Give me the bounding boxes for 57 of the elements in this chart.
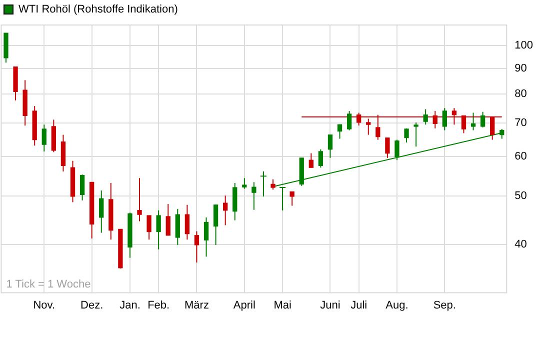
candlestick bbox=[166, 203, 170, 236]
candlestick bbox=[252, 182, 256, 210]
annotation: 1 Tick = 1 Woche bbox=[6, 278, 91, 290]
x-tick-label: Jan. bbox=[120, 299, 140, 312]
y-tick-label: 60 bbox=[514, 150, 527, 162]
candlestick bbox=[146, 215, 152, 240]
y-tick-label: 50 bbox=[514, 190, 527, 202]
x-tick-label: Aug. bbox=[386, 299, 408, 312]
x-tick-label: Feb. bbox=[148, 299, 170, 312]
candlestick bbox=[242, 178, 247, 190]
candlestick bbox=[376, 114, 380, 140]
candlestick bbox=[432, 110, 438, 129]
y-tick-label: 90 bbox=[514, 62, 527, 75]
legend-label: WTI Rohöl (Rohstoffe Indikation) bbox=[18, 4, 178, 16]
candlestick bbox=[480, 111, 486, 128]
x-tick-label: Juli bbox=[350, 299, 368, 312]
candlestick bbox=[394, 139, 400, 161]
candlestick bbox=[318, 148, 324, 168]
y-tick-label: 80 bbox=[514, 88, 527, 100]
candlestick bbox=[80, 174, 85, 201]
candlestick bbox=[337, 124, 342, 140]
candlestick bbox=[213, 204, 218, 246]
x-tick-label: Juni bbox=[320, 299, 340, 312]
candlestick bbox=[290, 191, 294, 206]
x-tick-label: März bbox=[184, 299, 209, 312]
x-tick-label: Mai bbox=[274, 299, 292, 312]
candlestick bbox=[328, 134, 333, 158]
candlestick bbox=[461, 115, 466, 134]
y-tick-label: 100 bbox=[514, 40, 534, 52]
candlestick bbox=[308, 152, 314, 168]
x-tick-label: Dez. bbox=[80, 299, 104, 312]
candlestick bbox=[42, 124, 46, 152]
candlestick bbox=[366, 118, 371, 136]
candlestick bbox=[223, 195, 228, 226]
candlestick bbox=[423, 108, 428, 126]
y-tick-label: 40 bbox=[514, 238, 527, 250]
x-tick-label: Sep. bbox=[433, 299, 456, 312]
candlestick bbox=[137, 178, 142, 222]
candlestick bbox=[404, 128, 409, 143]
candlestick bbox=[156, 210, 161, 250]
candlestick bbox=[452, 108, 457, 126]
candlestick bbox=[490, 116, 495, 140]
y-tick-label: 70 bbox=[514, 117, 527, 130]
candlestick bbox=[270, 178, 276, 190]
candlestick bbox=[442, 108, 447, 131]
candlestick bbox=[385, 137, 390, 158]
candlestick bbox=[356, 112, 362, 126]
candlestick bbox=[414, 122, 418, 148]
candlestick bbox=[175, 208, 180, 246]
candlestick bbox=[346, 110, 352, 131]
candlestick bbox=[99, 190, 104, 234]
x-tick-label: Nov. bbox=[33, 299, 56, 312]
candlestick bbox=[470, 112, 476, 131]
candlestick bbox=[194, 230, 200, 263]
candlestick bbox=[204, 216, 209, 258]
candlestick bbox=[184, 204, 190, 240]
x-tick-label: April bbox=[233, 299, 256, 312]
